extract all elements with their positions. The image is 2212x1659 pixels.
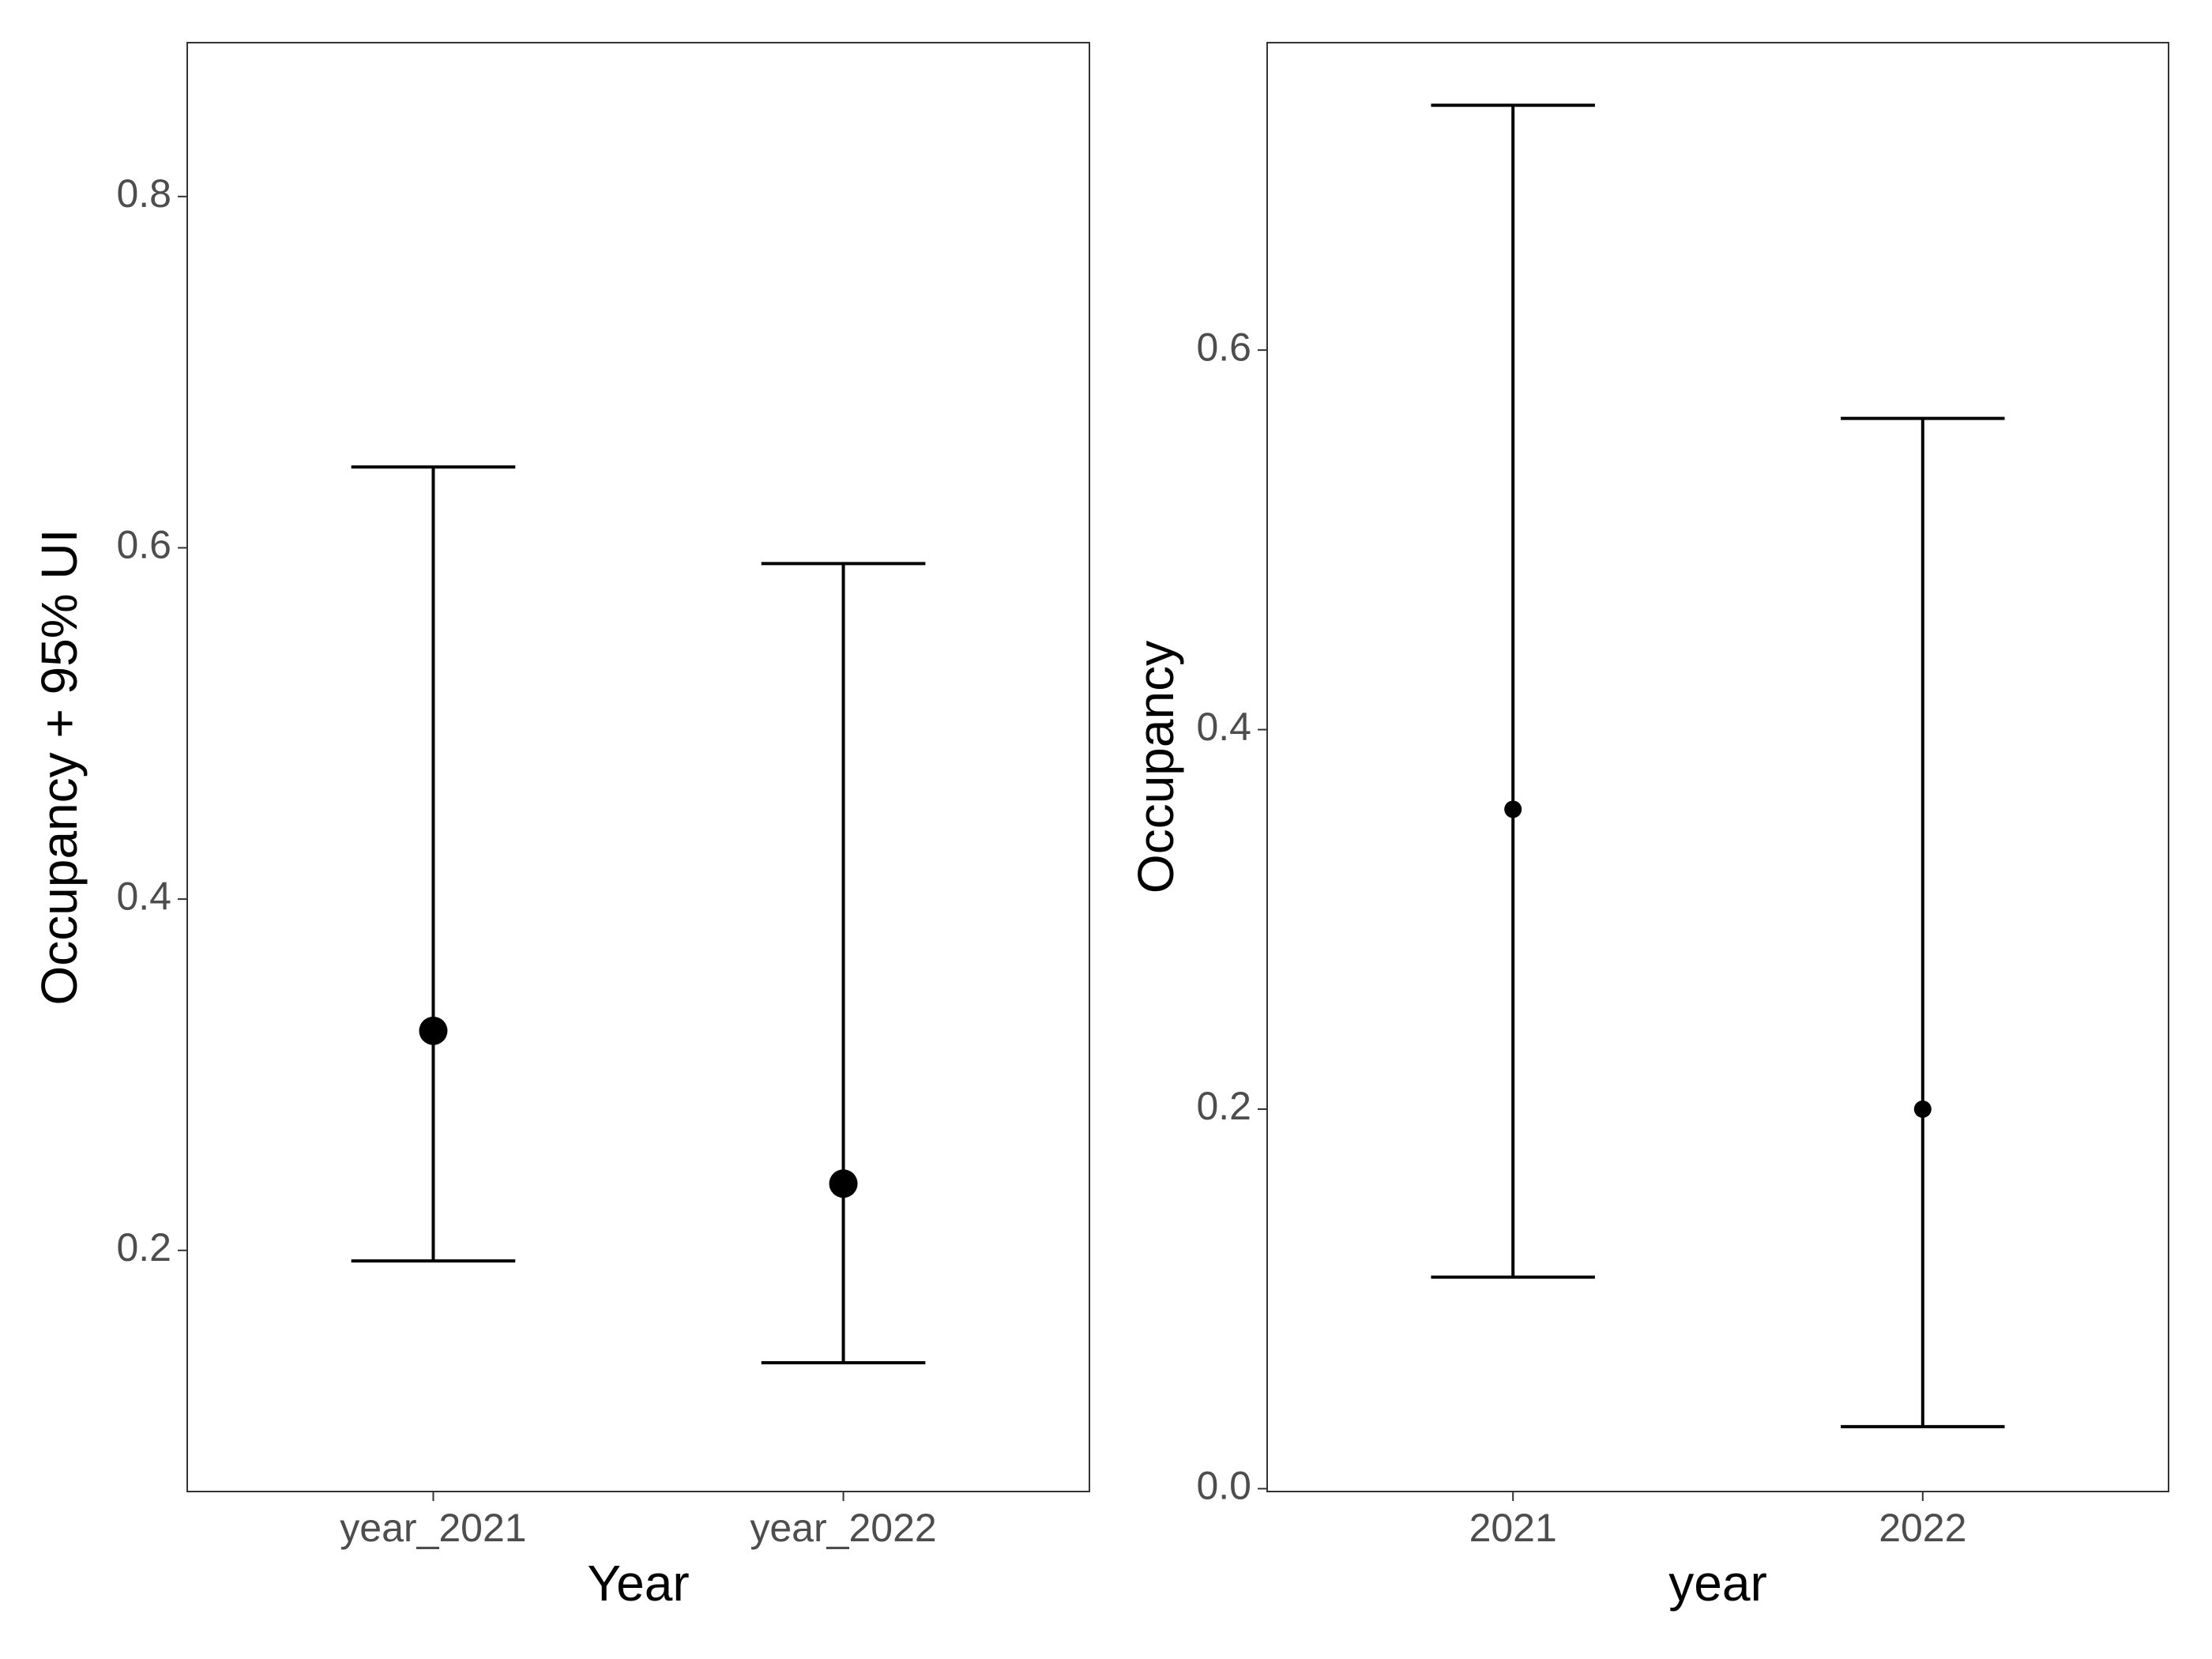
y-tick-label: 0.2 — [116, 1225, 171, 1270]
y-axis-title: Occupancy + 95% UI — [31, 529, 88, 1006]
point — [829, 1169, 858, 1198]
x-axis-title: year — [1668, 1555, 1767, 1612]
panel-border — [186, 42, 1090, 1492]
x-tick-label: year_2022 — [750, 1506, 936, 1550]
y-tick-label: 0.4 — [116, 874, 171, 918]
point — [1913, 1100, 1932, 1118]
y-axis-title: Occupancy — [1127, 641, 1184, 893]
x-tick-label: year_2021 — [340, 1506, 526, 1550]
y-tick-label: 0.6 — [1196, 325, 1251, 369]
point — [1504, 800, 1522, 818]
y-tick-label: 0.2 — [1196, 1084, 1251, 1128]
x-tick-label: 2021 — [1469, 1506, 1557, 1550]
point — [419, 1016, 448, 1045]
x-tick-label: 2022 — [1879, 1506, 1966, 1550]
y-tick-label: 0.4 — [1196, 705, 1251, 749]
x-axis-title: Year — [587, 1555, 689, 1612]
panel-border — [1266, 42, 2169, 1492]
y-tick-label: 0.0 — [1196, 1464, 1251, 1508]
y-tick-label: 0.8 — [116, 171, 171, 216]
y-tick-label: 0.6 — [116, 523, 171, 567]
